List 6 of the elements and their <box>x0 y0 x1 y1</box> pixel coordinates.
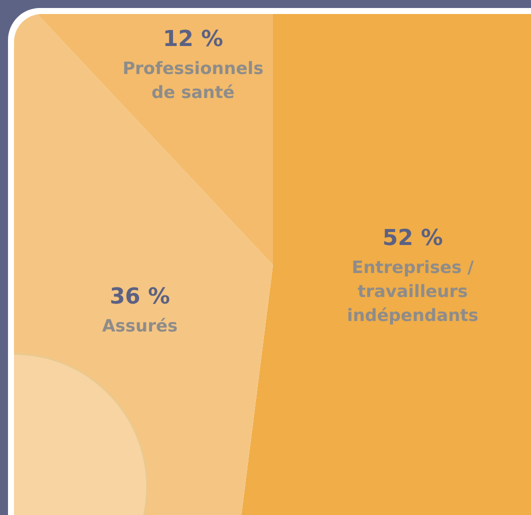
slice-label: Assurés <box>102 316 178 336</box>
data-label: 36 % <box>110 284 170 310</box>
data-label: 52 % <box>382 226 443 251</box>
slice-label: Professionnels de santé <box>122 58 264 103</box>
slice-label: Entreprises / travailleurs indépendants <box>347 258 478 326</box>
data-label: 12 % <box>162 26 224 52</box>
